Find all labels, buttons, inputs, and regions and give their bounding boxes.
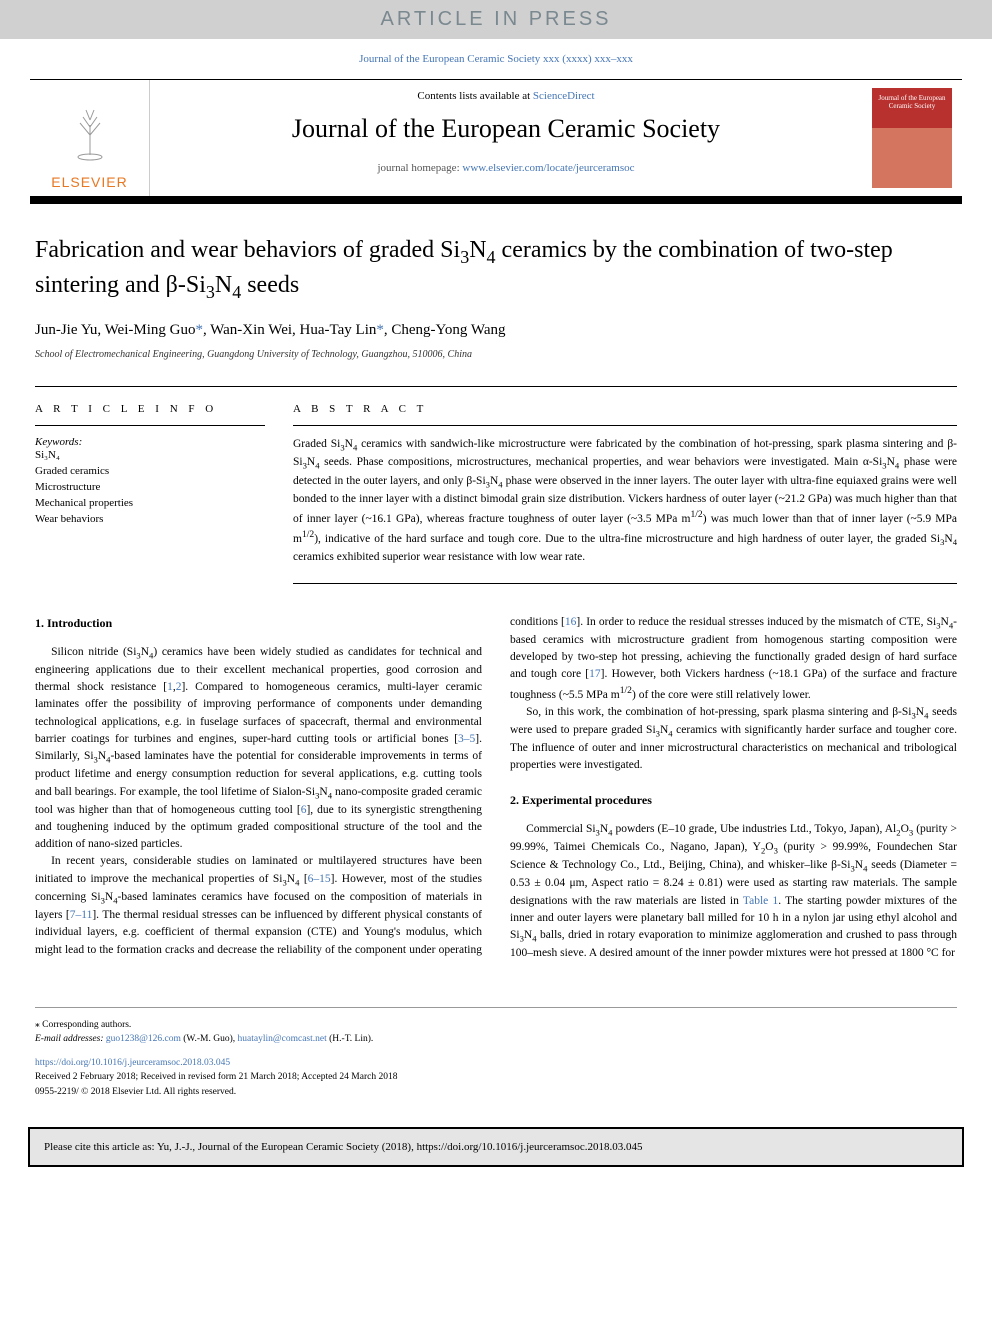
article-footer: ⁎ Corresponding authors. E-mail addresse… — [35, 1007, 957, 1115]
keywords-label: Keywords: — [35, 436, 265, 448]
article-title: Fabrication and wear behaviors of graded… — [35, 234, 957, 304]
doi-link[interactable]: https://doi.org/10.1016/j.jeurceramsoc.2… — [35, 1058, 230, 1068]
email-name: (W.-M. Guo), — [181, 1034, 238, 1044]
email-name: (H.-T. Lin). — [327, 1034, 374, 1044]
keyword: Microstructure — [35, 480, 265, 496]
homepage-link[interactable]: www.elsevier.com/locate/jeurceramsoc — [462, 162, 634, 174]
issn-copyright: 0955-2219/ © 2018 Elsevier Ltd. All righ… — [35, 1085, 957, 1099]
article-info: A R T I C L E I N F O Keywords: Si₃N₄ Gr… — [35, 387, 265, 583]
affiliation: School of Electromechanical Engineering,… — [35, 349, 957, 360]
publisher-logo-block: ELSEVIER — [30, 80, 150, 196]
header-center: Contents lists available at ScienceDirec… — [150, 80, 862, 196]
keyword: Wear behaviors — [35, 512, 265, 528]
citation-box: Please cite this article as: Yu, J.-J., … — [28, 1127, 964, 1167]
keyword: Si₃N₄ — [35, 448, 265, 464]
journal-title: Journal of the European Ceramic Society — [170, 114, 842, 144]
email-label: E-mail addresses: — [35, 1034, 106, 1044]
abstract-heading: A B S T R A C T — [293, 387, 957, 426]
corresponding-authors-label: ⁎ Corresponding authors. — [35, 1018, 957, 1032]
journal-reference: Journal of the European Ceramic Society … — [0, 39, 992, 79]
email-link[interactable]: huataylin@comcast.net — [238, 1034, 327, 1044]
paragraph: Commercial Si3N4 powders (E–10 grade, Ub… — [510, 821, 957, 963]
elsevier-tree-icon — [36, 86, 143, 174]
journal-homepage: journal homepage: www.elsevier.com/locat… — [170, 162, 842, 174]
email-addresses: E-mail addresses: guo1238@126.com (W.-M.… — [35, 1032, 957, 1046]
journal-cover-thumbnail: Journal of the European Ceramic Society — [872, 88, 952, 188]
received-dates: Received 2 February 2018; Received in re… — [35, 1070, 957, 1084]
keyword: Graded ceramics — [35, 464, 265, 480]
abstract-text: Graded Si3N4 ceramics with sandwich-like… — [293, 436, 957, 583]
body-columns: 1. Introduction Silicon nitride (Si3N4) … — [35, 614, 957, 963]
section-heading-experimental: 2. Experimental procedures — [510, 791, 957, 809]
keyword: Mechanical properties — [35, 496, 265, 512]
section-heading-introduction: 1. Introduction — [35, 614, 482, 632]
publisher-name: ELSEVIER — [36, 174, 143, 190]
abstract: A B S T R A C T Graded Si3N4 ceramics wi… — [293, 387, 957, 583]
journal-header: ELSEVIER Contents lists available at Sci… — [30, 79, 962, 204]
article-info-heading: A R T I C L E I N F O — [35, 387, 265, 426]
contents-available: Contents lists available at ScienceDirec… — [170, 90, 842, 102]
article-in-press-banner: ARTICLE IN PRESS — [0, 0, 992, 39]
cover-thumbnail-block: Journal of the European Ceramic Society — [862, 80, 962, 196]
author-list: Jun-Jie Yu, Wei-Ming Guo*, Wan-Xin Wei, … — [35, 322, 957, 339]
contents-prefix: Contents lists available at — [417, 90, 532, 102]
homepage-prefix: journal homepage: — [377, 162, 462, 174]
info-abstract-row: A R T I C L E I N F O Keywords: Si₃N₄ Gr… — [35, 386, 957, 583]
email-link[interactable]: guo1238@126.com — [106, 1034, 181, 1044]
paragraph: Silicon nitride (Si3N4) ceramics have be… — [35, 644, 482, 854]
paragraph: So, in this work, the combination of hot… — [510, 704, 957, 775]
sciencedirect-link[interactable]: ScienceDirect — [533, 90, 595, 102]
article-main: Fabrication and wear behaviors of graded… — [0, 204, 992, 983]
